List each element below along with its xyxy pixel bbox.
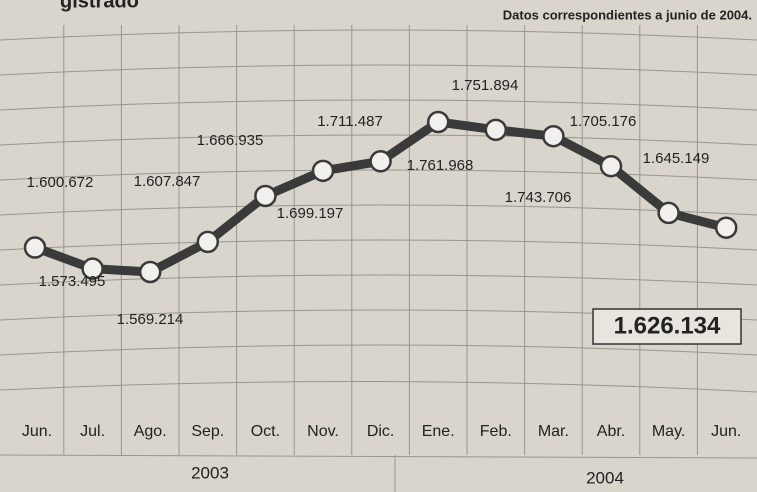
x-tick-label: Jun.: [711, 423, 741, 440]
x-tick-label: Abr.: [597, 423, 625, 440]
value-label: 1.666.935: [197, 132, 264, 149]
value-label: 1.761.968: [407, 157, 474, 174]
data-point: [254, 184, 277, 208]
x-tick-label: Oct.: [251, 423, 280, 440]
value-label: 1.743.706: [505, 189, 572, 206]
chart-title: gistrado: [60, 0, 139, 12]
x-tick-label: Ago.: [134, 423, 167, 440]
data-point: [657, 201, 680, 225]
year-label: 2003: [191, 463, 229, 482]
data-point: [542, 124, 565, 148]
x-tick-label: Mar.: [538, 423, 569, 440]
x-tick-label: Jun.: [22, 423, 52, 440]
data-point: [311, 159, 335, 183]
value-label: 1.600.672: [27, 174, 94, 191]
data-point: [714, 216, 738, 239]
x-tick-label: Ene.: [422, 423, 455, 440]
value-label: 1.751.894: [452, 77, 519, 94]
data-point: [426, 110, 450, 134]
data-point: [484, 118, 508, 142]
value-label: 1.573.495: [39, 273, 106, 290]
value-label: 1.626.134: [614, 312, 721, 339]
subtitle: Datos correspondientes a junio de 2004.: [503, 7, 752, 22]
x-tick-label: Feb.: [480, 423, 512, 440]
value-label: 1.699.197: [277, 205, 344, 222]
data-point: [23, 236, 47, 259]
x-tick-label: Dic.: [367, 423, 395, 440]
x-tick-label: Nov.: [307, 423, 339, 440]
x-tick-label: May.: [652, 423, 685, 440]
value-label: 1.711.487: [317, 113, 383, 130]
x-tick-label: Jul.: [80, 423, 105, 440]
data-point: [599, 154, 623, 178]
data-point: [369, 150, 392, 173]
value-label: 1.645.149: [643, 150, 710, 167]
data-point: [81, 257, 104, 280]
x-tick-label: Sep.: [191, 423, 224, 440]
data-point: [196, 230, 220, 254]
value-label: 1.705.176: [570, 113, 637, 130]
year-label: 2004: [586, 468, 624, 487]
value-label: 1.569.214: [117, 311, 184, 328]
value-label: 1.607.847: [134, 173, 201, 190]
highlight-box: [592, 308, 742, 345]
data-point: [138, 260, 162, 284]
